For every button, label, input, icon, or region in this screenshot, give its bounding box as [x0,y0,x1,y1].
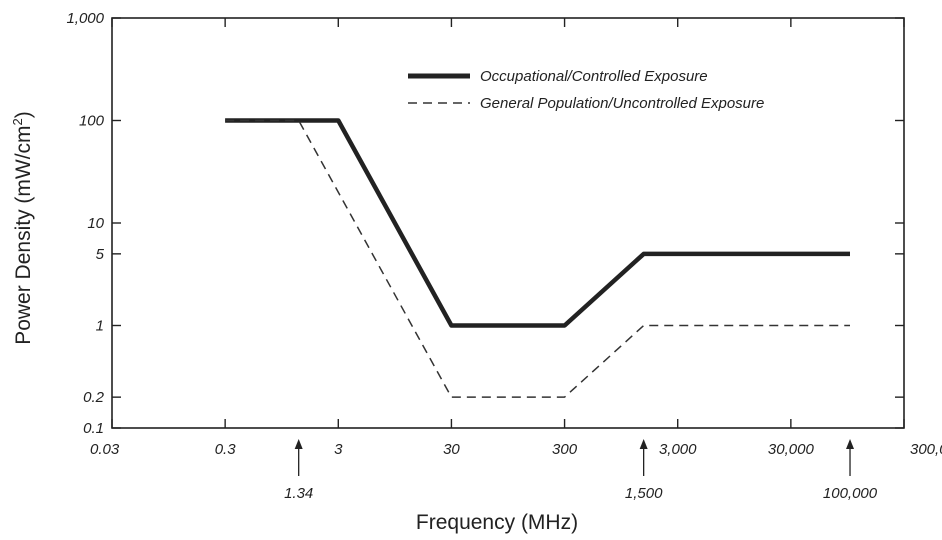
y-axis-title-close: ) [12,111,35,118]
y-tick-label: 1,000 [66,10,104,27]
y-tick-labels: 1,000 100 10 5 1 0.2 0.1 [66,10,104,437]
tick-marks [111,17,905,429]
y-axis-title: Power Density (mW/cm2) [10,111,35,345]
y-tick-label: 0.1 [83,420,104,437]
x-tick-label: 0.3 [215,441,237,458]
frequency-arrow-head [294,439,303,449]
frequency-arrow-marks: 1.34 1,500 100,000 [284,439,878,502]
y-tick-label: 100 [79,113,105,130]
legend-label-occupational: Occupational/Controlled Exposure [480,68,708,85]
x-axis-title: Frequency (MHz) [416,511,578,534]
y-tick-label: 1 [96,318,104,335]
series-occupational-line [225,118,850,328]
frequency-arrow-label: 1.34 [284,485,313,502]
x-tick-label: 0.03 [90,441,120,458]
x-tick-label: 300 [552,441,578,458]
legend: Occupational/Controlled Exposure General… [398,60,866,124]
legend-label-general-population: General Population/Uncontrolled Exposure [480,95,764,112]
frequency-arrow-label: 100,000 [823,485,878,502]
y-tick-label: 5 [96,246,105,263]
y-tick-label: 0.2 [83,389,105,406]
frequency-arrow-head [639,439,648,449]
x-tick-label: 30,000 [768,441,815,458]
legend-box [398,60,866,124]
x-tick-labels: 0.03 0.3 3 30 300 3,000 30,000 300,000 [90,441,942,458]
x-tick-label: 3,000 [659,441,697,458]
frequency-arrow-label: 1,500 [625,485,663,502]
y-axis-title-main: Power Density (mW/cm [12,125,35,344]
x-tick-label: 300,000 [910,441,942,458]
x-tick-label: 3 [334,441,343,458]
series-general-population-line [225,119,850,398]
y-tick-label: 10 [87,215,104,232]
series-layer [225,118,850,398]
x-tick-label: 30 [443,441,460,458]
y-axis-title-superscript: 2 [10,118,25,125]
frequency-arrow-head [846,439,855,449]
